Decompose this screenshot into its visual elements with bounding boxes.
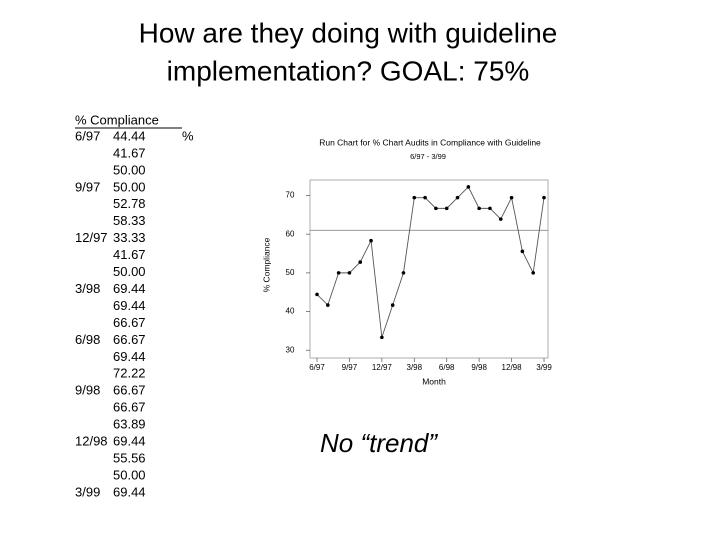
y-tick-label: 30 xyxy=(286,345,295,354)
data-point xyxy=(455,195,460,200)
month-label: 3/99 xyxy=(75,484,100,499)
x-tick-label: 3/99 xyxy=(536,363,552,372)
compliance-value: 33.33 xyxy=(113,230,146,245)
data-point xyxy=(347,271,352,275)
chart-subtitle: 6/97 - 3/99 xyxy=(410,152,446,161)
compliance-value: 69.44 xyxy=(113,484,146,499)
compliance-value: 69.44 xyxy=(113,281,146,296)
x-tick-label: 9/98 xyxy=(471,363,487,372)
x-tick-label: 12/98 xyxy=(502,363,523,372)
data-point xyxy=(466,185,471,189)
note: No “trend” xyxy=(320,428,438,458)
compliance-value: 69.44 xyxy=(113,434,146,449)
compliance-value: 69.44 xyxy=(113,298,146,313)
x-axis-label: Month xyxy=(422,376,446,386)
data-point xyxy=(315,292,319,297)
compliance-value: 41.67 xyxy=(113,145,146,160)
chart: Run Chart for % Chart Audits in Complian… xyxy=(261,137,552,386)
data-point xyxy=(336,271,341,275)
series-line xyxy=(316,186,545,338)
compliance-value: 66.67 xyxy=(113,400,146,415)
data-point xyxy=(401,271,406,275)
data-point xyxy=(542,195,546,200)
compliance-value: 50.00 xyxy=(113,162,146,177)
data-point xyxy=(358,260,363,264)
month-label: 9/97 xyxy=(75,179,100,194)
compliance-value: 66.67 xyxy=(113,315,146,330)
y-tick-label: 70 xyxy=(286,191,295,200)
chart-title: Run Chart for % Chart Audits in Complian… xyxy=(319,137,541,147)
plot-frame xyxy=(309,179,549,359)
compliance-value: 66.67 xyxy=(113,383,146,398)
table-header: % Compliance xyxy=(75,112,159,127)
table: 6/97 44.44 41.67 50.00 9/97 50.00 52.78 58.33 12… xyxy=(75,128,146,499)
x-tick-label: 3/98 xyxy=(406,363,422,372)
compliance-value: 41.67 xyxy=(113,247,146,262)
data-point xyxy=(434,206,438,211)
data-point xyxy=(531,271,535,275)
data-point xyxy=(390,303,395,307)
compliance-value: 50.00 xyxy=(113,467,146,482)
compliance-value: 44.44 xyxy=(113,128,146,143)
data-point xyxy=(326,303,330,307)
compliance-value: 50.00 xyxy=(113,264,146,279)
data-point xyxy=(477,206,481,211)
data-point xyxy=(509,195,514,200)
data-point xyxy=(423,195,427,200)
y-tick-label: 50 xyxy=(286,268,295,277)
data-point xyxy=(444,206,449,211)
compliance-value: 63.89 xyxy=(113,417,146,432)
unit: % xyxy=(182,128,194,143)
x-tick-label: 6/98 xyxy=(439,363,455,372)
compliance-value: 69.44 xyxy=(113,349,146,364)
data-point xyxy=(412,195,417,200)
compliance-value: 66.67 xyxy=(113,332,146,347)
month-label: 6/98 xyxy=(75,332,100,347)
x-tick-label: 12/97 xyxy=(372,363,393,372)
data-point xyxy=(369,238,373,243)
y-tick-label: 60 xyxy=(286,229,295,238)
month-label: 6/97 xyxy=(75,128,100,143)
compliance-value: 50.00 xyxy=(113,179,146,194)
data-point xyxy=(520,249,525,254)
y-axis-label: % Compliance xyxy=(261,237,271,292)
compliance-value: 55.56 xyxy=(113,450,146,465)
y-tick-label: 40 xyxy=(286,307,295,316)
compliance-value: 72.22 xyxy=(113,366,146,381)
month-label: 3/98 xyxy=(75,281,100,296)
slide-title: How are they doing with guideline xyxy=(139,17,558,48)
slide-title: implementation? GOAL: 75% xyxy=(167,55,530,86)
month-label: 9/98 xyxy=(75,383,100,398)
x-tick-label: 9/97 xyxy=(342,363,358,372)
data-point xyxy=(380,335,384,340)
data-point xyxy=(488,206,492,211)
data-point xyxy=(498,217,503,221)
compliance-value: 52.78 xyxy=(113,196,146,211)
month-label: 12/98 xyxy=(75,434,108,449)
x-tick-label: 6/97 xyxy=(309,363,325,372)
compliance-value: 58.33 xyxy=(113,213,146,228)
month-label: 12/97 xyxy=(75,230,108,245)
